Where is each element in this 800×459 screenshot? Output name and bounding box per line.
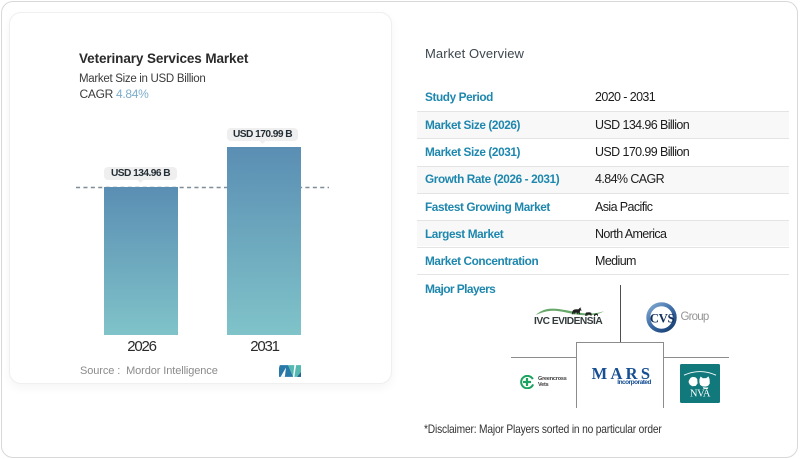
svg-text:NVA: NVA [690, 389, 711, 400]
svg-text:CVS: CVS [650, 311, 675, 325]
